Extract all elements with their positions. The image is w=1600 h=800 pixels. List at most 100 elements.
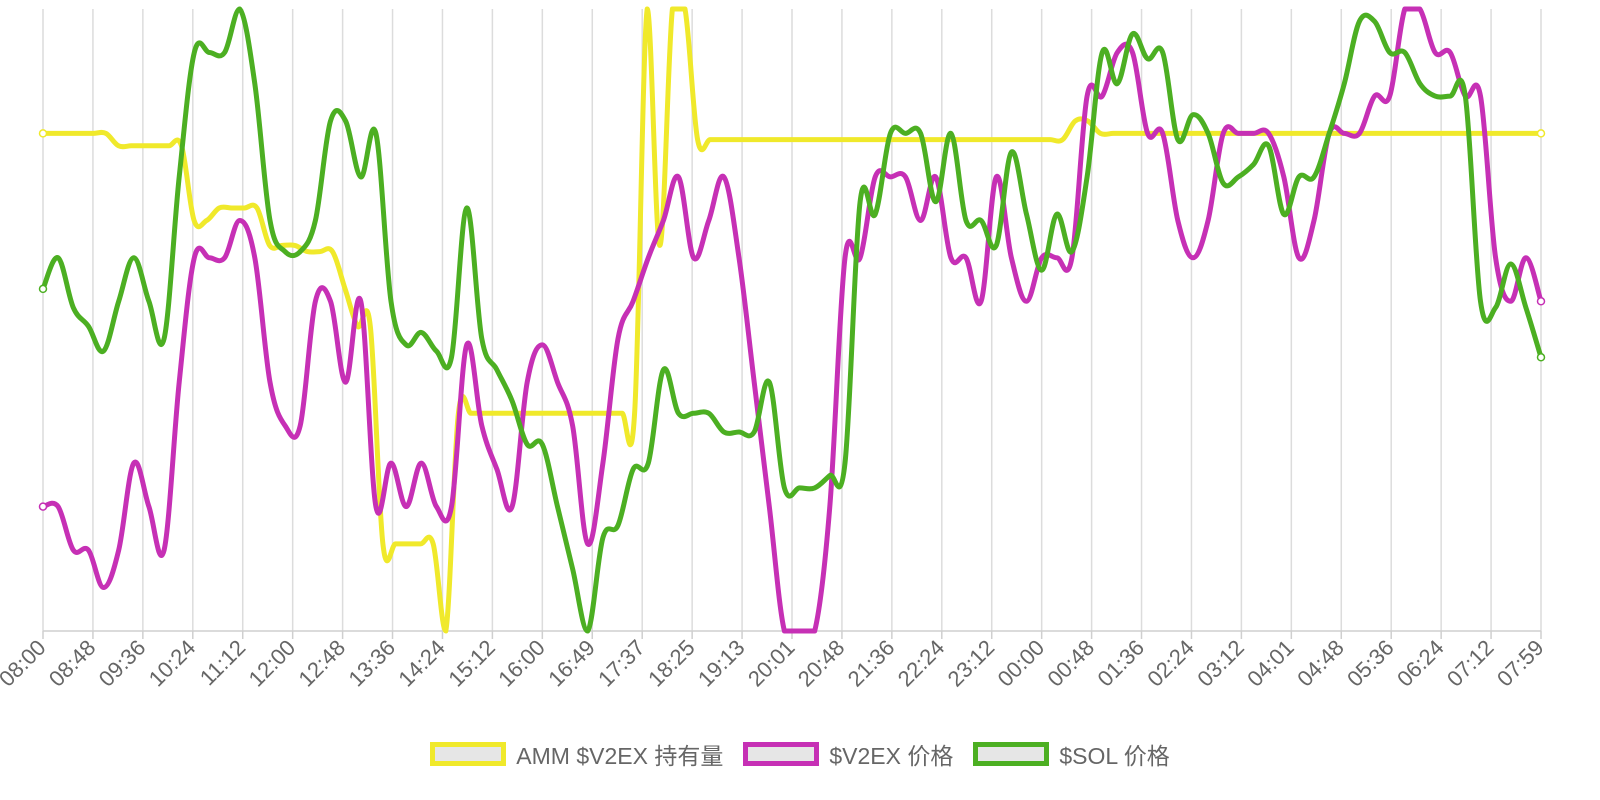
data-point	[1085, 94, 1090, 99]
data-point	[646, 461, 651, 466]
data-point	[888, 174, 893, 179]
data-point	[1009, 255, 1014, 260]
data-point	[1206, 218, 1211, 223]
data-point	[1100, 94, 1105, 99]
data-point	[1160, 131, 1165, 136]
data-point	[86, 324, 91, 329]
data-point	[570, 423, 575, 428]
data-point	[600, 461, 605, 466]
data-point	[1281, 212, 1286, 217]
data-point	[116, 143, 121, 148]
data-point	[1327, 131, 1332, 136]
data-point	[1175, 137, 1180, 142]
data-point	[1199, 131, 1204, 136]
data-point	[268, 380, 272, 385]
data-point	[909, 137, 914, 142]
data-point	[721, 174, 726, 179]
data-point	[903, 131, 908, 136]
legend-item-sol-price[interactable]: $SOL 价格	[973, 737, 1170, 771]
data-point	[389, 299, 393, 304]
data-point	[1010, 137, 1015, 142]
data-point	[1312, 131, 1317, 136]
data-point	[1206, 131, 1211, 136]
legend-item-amm-holdings[interactable]: AMM $V2EX 持有量	[430, 737, 723, 771]
data-point	[373, 131, 378, 136]
data-point	[555, 380, 560, 385]
data-point	[873, 212, 878, 217]
data-point	[343, 380, 348, 385]
data-point	[834, 137, 839, 142]
data-point	[1145, 56, 1150, 61]
data-point	[78, 131, 83, 136]
data-point	[71, 305, 76, 310]
data-point	[255, 206, 259, 210]
x-axis-ticks	[42, 631, 1542, 639]
data-point	[540, 442, 545, 447]
data-point	[358, 299, 363, 304]
data-point	[1433, 94, 1438, 99]
data-point	[252, 255, 257, 260]
data-point	[317, 249, 322, 254]
data-point	[985, 137, 990, 142]
data-point	[355, 324, 360, 329]
data-point	[1073, 119, 1078, 123]
data-point	[994, 243, 999, 248]
data-point	[676, 174, 681, 179]
data-point	[449, 355, 454, 360]
data-point	[997, 137, 1002, 142]
data-point	[481, 411, 486, 416]
data-point	[207, 50, 212, 55]
data-point	[431, 541, 436, 546]
data-point	[1111, 131, 1115, 136]
data-point	[343, 119, 348, 123]
data-point	[103, 131, 108, 136]
data-point	[1251, 162, 1256, 167]
data-point	[972, 137, 977, 142]
data-point	[1098, 131, 1103, 136]
data-point	[162, 548, 167, 553]
data-point	[1478, 94, 1483, 99]
data-point	[305, 249, 310, 254]
x-tick-label: 06:24	[1392, 635, 1449, 692]
data-point	[594, 411, 599, 416]
data-point	[1438, 131, 1443, 136]
end-point	[38, 129, 48, 138]
data-point	[404, 504, 409, 509]
data-point	[544, 411, 549, 416]
data-point	[146, 299, 151, 304]
x-tick-label: 16:00	[493, 635, 550, 692]
legend-label-amm-holdings: AMM $V2EX 持有量	[516, 743, 724, 769]
data-point	[1085, 119, 1090, 123]
data-point	[434, 504, 439, 509]
data-point	[101, 349, 106, 354]
x-tick-label: 05:36	[1342, 635, 1399, 692]
data-point	[897, 137, 901, 142]
x-tick-label: 00:00	[993, 635, 1050, 692]
data-point	[1130, 50, 1135, 55]
data-point	[1274, 131, 1279, 136]
data-point	[1342, 131, 1347, 136]
data-point	[1299, 131, 1304, 136]
data-point	[783, 137, 788, 142]
data-point	[177, 174, 182, 179]
x-tick-label: 04:01	[1242, 635, 1299, 692]
data-point	[782, 629, 787, 633]
data-point	[948, 131, 953, 136]
data-point	[979, 299, 984, 304]
data-point	[66, 131, 71, 136]
data-point	[1009, 150, 1014, 155]
data-point	[469, 411, 473, 416]
data-point	[1236, 174, 1241, 179]
data-point	[531, 411, 536, 416]
data-point	[632, 411, 637, 416]
data-point	[479, 336, 484, 341]
data-point	[964, 255, 968, 260]
data-point	[871, 137, 876, 142]
data-point	[494, 411, 499, 416]
data-point	[1221, 181, 1226, 186]
data-point	[1281, 174, 1286, 179]
legend-item-v2ex-price[interactable]: $V2EX 价格	[743, 737, 953, 771]
data-point	[1266, 143, 1271, 148]
data-point	[1425, 131, 1430, 136]
data-point	[298, 249, 303, 254]
